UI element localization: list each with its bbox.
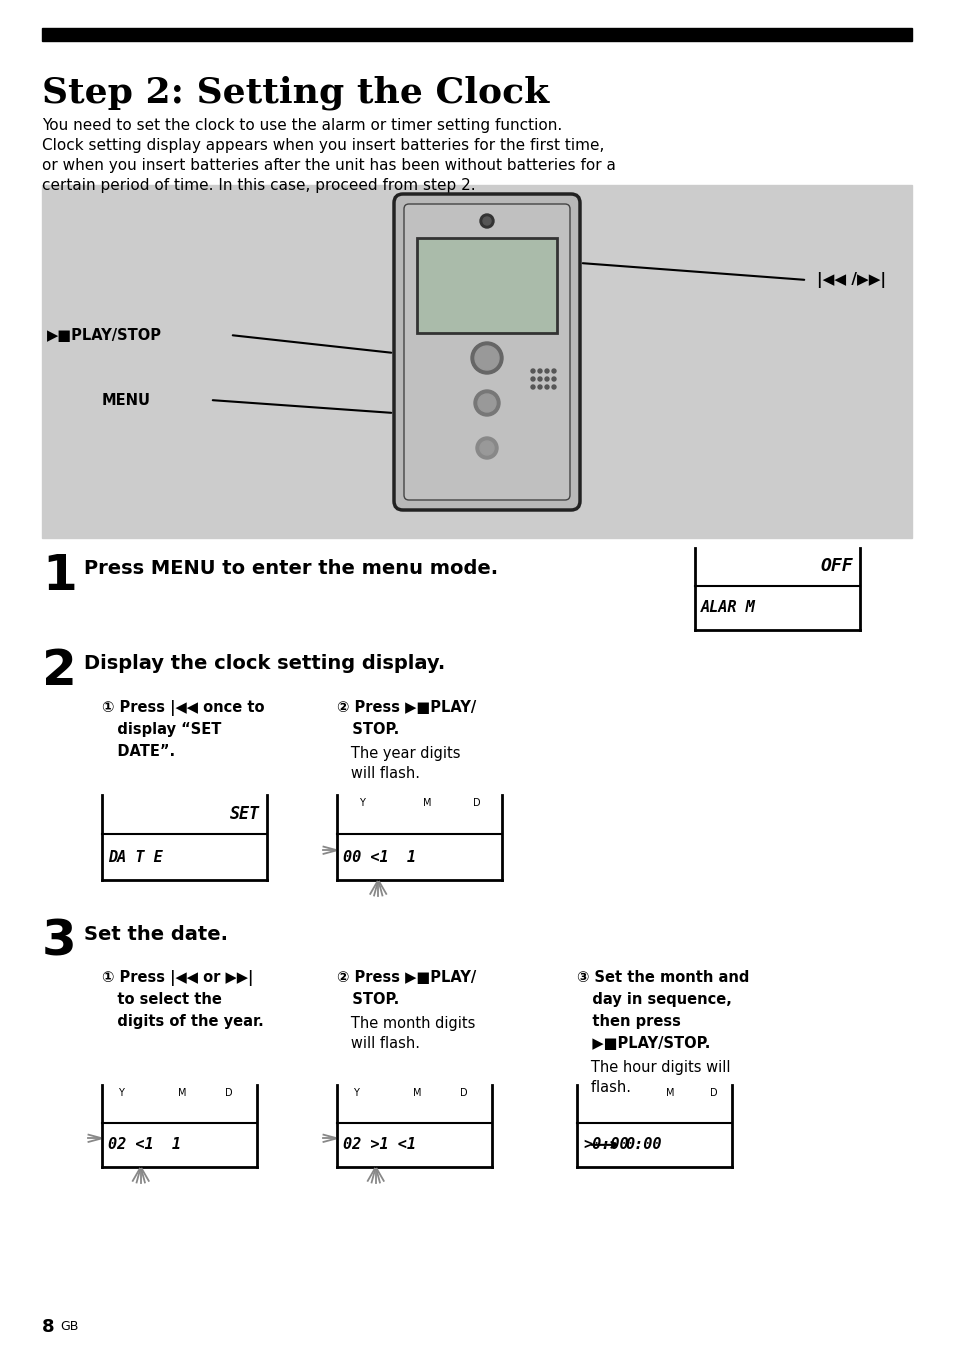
Text: or when you insert batteries after the unit has been without batteries for a: or when you insert batteries after the u… xyxy=(42,157,616,174)
Circle shape xyxy=(537,385,541,389)
Text: D: D xyxy=(459,1088,467,1098)
Circle shape xyxy=(479,214,494,229)
Text: STOP.: STOP. xyxy=(336,993,399,1007)
Circle shape xyxy=(544,385,548,389)
Bar xyxy=(42,186,911,538)
Circle shape xyxy=(552,377,556,381)
Text: ① Press |◀◀ or ▶▶|: ① Press |◀◀ or ▶▶| xyxy=(102,970,253,986)
Text: Set the date.: Set the date. xyxy=(84,925,228,944)
Circle shape xyxy=(552,369,556,373)
Text: Clock setting display appears when you insert batteries for the first time,: Clock setting display appears when you i… xyxy=(42,139,604,153)
Circle shape xyxy=(471,342,502,374)
Circle shape xyxy=(482,217,491,225)
Text: ▶■PLAY/STOP: ▶■PLAY/STOP xyxy=(47,328,162,343)
Circle shape xyxy=(537,369,541,373)
Text: ① Press |◀◀ once to: ① Press |◀◀ once to xyxy=(102,699,264,716)
Circle shape xyxy=(544,377,548,381)
Circle shape xyxy=(474,390,499,416)
Text: Step 2: Setting the Clock: Step 2: Setting the Clock xyxy=(42,75,549,109)
Text: digits of the year.: digits of the year. xyxy=(102,1014,263,1029)
Text: D: D xyxy=(225,1088,233,1098)
Text: DATE”.: DATE”. xyxy=(102,744,175,759)
Text: Y: Y xyxy=(358,798,364,808)
Circle shape xyxy=(552,385,556,389)
Text: The year digits: The year digits xyxy=(336,746,460,761)
Text: 8: 8 xyxy=(42,1318,54,1336)
Text: DA T E: DA T E xyxy=(108,850,163,865)
Text: Press MENU to enter the menu mode.: Press MENU to enter the menu mode. xyxy=(84,560,497,578)
Text: 0:00: 0:00 xyxy=(624,1138,660,1153)
Bar xyxy=(42,28,911,40)
Circle shape xyxy=(477,394,496,412)
Text: certain period of time. In this case, proceed from step 2.: certain period of time. In this case, pr… xyxy=(42,178,476,192)
Text: 1: 1 xyxy=(42,551,77,600)
Circle shape xyxy=(476,437,497,459)
Text: 2: 2 xyxy=(42,647,77,695)
Text: Y: Y xyxy=(353,1088,358,1098)
Text: 3: 3 xyxy=(42,919,76,966)
Text: ▶■PLAY/STOP.: ▶■PLAY/STOP. xyxy=(577,1036,710,1050)
Text: STOP.: STOP. xyxy=(336,722,399,737)
Text: 00 <1  1: 00 <1 1 xyxy=(343,850,416,865)
Text: day in sequence,: day in sequence, xyxy=(577,993,731,1007)
Text: M: M xyxy=(423,798,432,808)
Text: D: D xyxy=(709,1088,717,1098)
Text: OFF: OFF xyxy=(820,557,852,576)
Text: D: D xyxy=(473,798,480,808)
Text: ③ Set the month and: ③ Set the month and xyxy=(577,970,749,985)
Text: flash.: flash. xyxy=(577,1080,630,1095)
Text: The hour digits will: The hour digits will xyxy=(577,1060,730,1075)
Text: display “SET: display “SET xyxy=(102,722,221,737)
Text: M: M xyxy=(178,1088,187,1098)
Text: >0:00: >0:00 xyxy=(582,1138,628,1153)
Circle shape xyxy=(544,369,548,373)
Circle shape xyxy=(531,369,535,373)
Circle shape xyxy=(531,385,535,389)
FancyBboxPatch shape xyxy=(403,204,569,500)
Text: 02 <1  1: 02 <1 1 xyxy=(108,1138,181,1153)
Text: then press: then press xyxy=(577,1014,680,1029)
Bar xyxy=(416,238,557,334)
Circle shape xyxy=(479,441,494,455)
Text: ② Press ▶■PLAY/: ② Press ▶■PLAY/ xyxy=(336,699,476,716)
Text: The month digits: The month digits xyxy=(336,1015,475,1032)
Text: will flash.: will flash. xyxy=(336,767,419,781)
Text: You need to set the clock to use the alarm or timer setting function.: You need to set the clock to use the ala… xyxy=(42,118,561,133)
Text: to select the: to select the xyxy=(102,993,222,1007)
Text: ② Press ▶■PLAY/: ② Press ▶■PLAY/ xyxy=(336,970,476,985)
Text: M: M xyxy=(413,1088,421,1098)
Text: ALAR M: ALAR M xyxy=(700,600,755,616)
Circle shape xyxy=(537,377,541,381)
Text: SET: SET xyxy=(230,804,260,823)
Text: Display the clock setting display.: Display the clock setting display. xyxy=(84,654,445,672)
Circle shape xyxy=(475,346,498,370)
Text: will flash.: will flash. xyxy=(336,1036,419,1050)
Text: Y: Y xyxy=(117,1088,123,1098)
FancyBboxPatch shape xyxy=(394,194,579,510)
Text: GB: GB xyxy=(60,1319,78,1333)
Circle shape xyxy=(531,377,535,381)
Text: MENU: MENU xyxy=(102,393,151,408)
Text: M: M xyxy=(665,1088,674,1098)
Text: |◀◀ /▶▶|: |◀◀ /▶▶| xyxy=(816,272,885,288)
Text: 02 >1 <1: 02 >1 <1 xyxy=(343,1138,416,1153)
